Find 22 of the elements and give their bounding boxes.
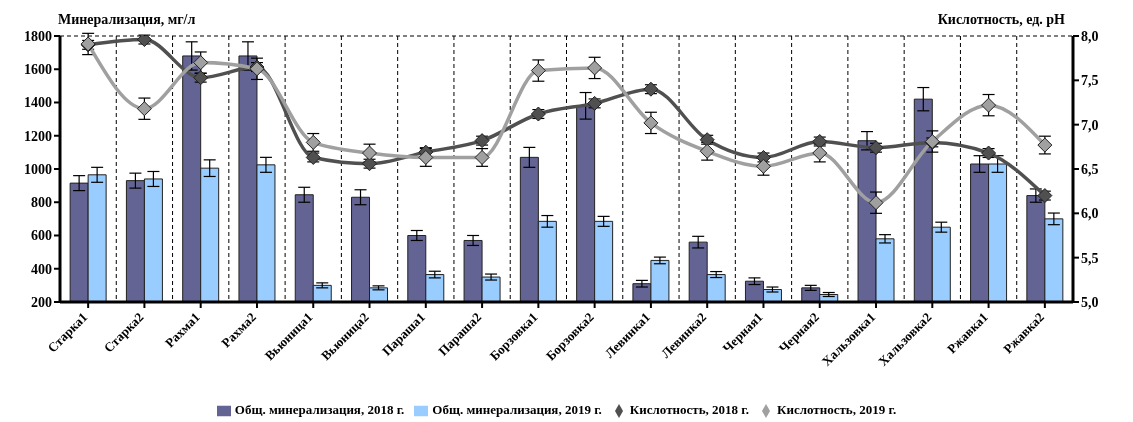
y-tick-label: 1800 xyxy=(24,28,52,44)
y2-tick-label: 7,5 xyxy=(1081,73,1099,89)
y-tick-label: 1400 xyxy=(24,95,52,111)
y2-tick-label: 6,0 xyxy=(1081,206,1099,222)
y2-tick-label: 7,0 xyxy=(1081,117,1099,133)
y-tick-label: 200 xyxy=(31,294,52,310)
legend-label: Общ. минерализация, 2019 г. xyxy=(432,401,602,417)
y-tick-label: 400 xyxy=(31,261,52,277)
y-tick-label: 800 xyxy=(31,195,52,211)
legend-label: Общ. минерализация, 2018 г. xyxy=(234,401,405,417)
legend-label: Кислотность, 2018 г. xyxy=(629,401,749,417)
legend-label: Кислотность, 2019 г. xyxy=(777,401,897,417)
y2-tick-label: 5,0 xyxy=(1081,294,1099,310)
y2-tick-label: 6,5 xyxy=(1081,161,1099,177)
y2-tick-label: 8,0 xyxy=(1081,28,1099,44)
y-tick-label: 1000 xyxy=(24,161,52,177)
y-tick-label: 1600 xyxy=(24,62,52,78)
y-axis-title: Минерализация, мг/л xyxy=(58,12,196,28)
y2-tick-label: 5,5 xyxy=(1081,250,1099,266)
y-tick-label: 600 xyxy=(31,228,52,244)
y2-axis-title: Кислотность, ед. pH xyxy=(937,12,1065,28)
y-tick-label: 1200 xyxy=(24,128,52,144)
